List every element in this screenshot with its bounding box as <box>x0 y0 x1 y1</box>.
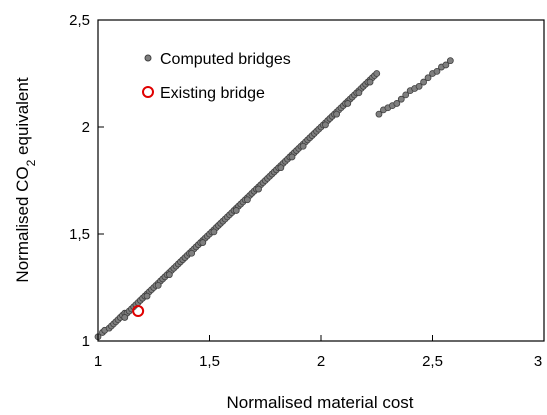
existing-bridge-point <box>132 305 145 318</box>
legend-label-existing: Existing bridge <box>160 85 265 102</box>
x-axis-title: Normalised material cost <box>226 393 413 412</box>
computed-bridge-point <box>433 67 441 75</box>
legend-label-computed: Computed bridges <box>160 51 291 68</box>
legend-marker-existing <box>142 86 154 98</box>
computed-bridge-point <box>397 95 405 103</box>
computed-bridge-point <box>344 100 352 107</box>
computed-bridge-point <box>415 82 423 90</box>
data-points <box>94 57 454 341</box>
computed-bridge-point <box>373 70 381 77</box>
computed-bridge-point <box>210 228 218 236</box>
plot-frame <box>97 19 545 342</box>
computed-bridge-point <box>299 142 307 150</box>
y-axis-title-subscript: 2 <box>24 159 38 166</box>
computed-bridge-point <box>333 110 341 118</box>
computed-bridge-point <box>420 78 427 86</box>
computed-bridge-point <box>446 57 454 65</box>
y-tick-label: 1 <box>82 333 90 350</box>
computed-bridge-point <box>402 91 410 99</box>
computed-bridge-point <box>277 164 285 172</box>
y-tick-label: 2 <box>82 119 90 136</box>
y-axis-title: Normalised CO2 equivalent <box>13 77 38 282</box>
computed-bridge-point <box>232 207 240 214</box>
x-tick-label: 3 <box>534 353 542 370</box>
x-tick-label: 1 <box>94 353 102 370</box>
y-axis-title-prefix: Normalised CO <box>13 166 32 282</box>
computed-bridge-point <box>165 271 173 279</box>
computed-bridge-point <box>154 281 162 289</box>
y-tick-label: 2,5 <box>69 12 90 29</box>
x-tick-labels: 1 1,5 2 2,5 3 <box>94 353 542 370</box>
computed-bridge-point <box>143 292 151 300</box>
legend-marker-computed <box>144 54 152 62</box>
computed-bridge-point <box>366 78 374 86</box>
computed-bridge-point <box>255 185 262 193</box>
y-axis-title-suffix: equivalent <box>13 77 32 160</box>
y-tick-labels: 1 1,5 2 2,5 <box>69 12 90 350</box>
computed-bridge-point <box>121 314 129 321</box>
x-tick-label: 1,5 <box>199 353 220 370</box>
y-tick-label: 1,5 <box>69 226 90 243</box>
computed-bridge-point <box>322 121 329 129</box>
x-tick-label: 2 <box>317 353 325 370</box>
computed-bridge-point <box>424 74 432 82</box>
computed-bridge-point <box>188 249 196 257</box>
computed-bridge-point <box>355 89 363 97</box>
x-tick-label: 2,5 <box>422 353 443 370</box>
computed-bridge-point <box>288 153 296 161</box>
computed-bridge-point <box>375 110 383 118</box>
computed-bridge-point <box>199 239 207 246</box>
computed-bridge-point <box>244 196 251 204</box>
plot-border <box>97 19 545 342</box>
computed-bridge-point <box>393 100 401 107</box>
computed-bridge-point <box>442 61 450 69</box>
legend: Computed bridges Existing bridge <box>142 51 291 102</box>
